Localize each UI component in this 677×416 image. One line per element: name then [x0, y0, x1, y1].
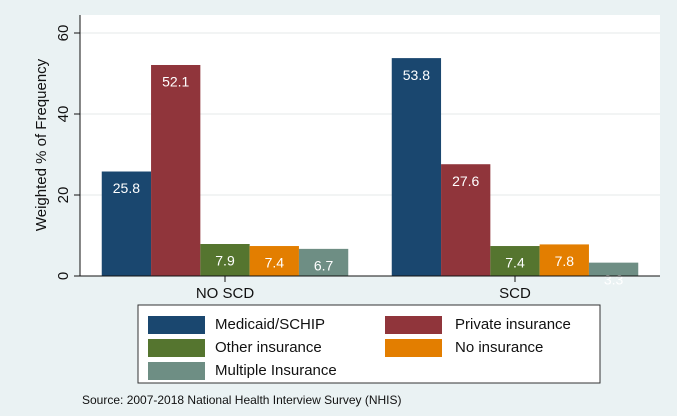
bar — [391, 58, 442, 276]
bar — [249, 246, 299, 276]
value-label: 52.1 — [162, 74, 189, 90]
legend-swatch — [148, 362, 205, 380]
legend-label: Other insurance — [215, 339, 322, 356]
y-tick-label: 20 — [55, 187, 72, 204]
legend-swatch — [148, 316, 205, 334]
source-note: Source: 2007-2018 National Health Interv… — [82, 393, 402, 407]
x-tick-label: NO SCD — [196, 285, 255, 302]
value-label: 7.9 — [215, 253, 235, 269]
value-label: 7.8 — [555, 253, 575, 269]
value-label: 6.7 — [314, 258, 334, 274]
bar — [200, 244, 250, 276]
value-label: 25.8 — [113, 180, 140, 196]
bar — [490, 246, 540, 276]
legend-label: No insurance — [455, 339, 543, 356]
value-label: 53.8 — [403, 67, 430, 83]
value-label: 27.6 — [452, 173, 479, 189]
bar — [539, 244, 589, 276]
y-axis-label: Weighted % of Frequency — [33, 58, 50, 231]
legend-swatch — [385, 316, 442, 334]
legend-label: Private insurance — [455, 316, 571, 333]
bar — [441, 164, 491, 276]
bar — [101, 171, 152, 276]
bar — [588, 262, 639, 276]
value-label: 7.4 — [505, 255, 525, 271]
legend — [137, 304, 601, 384]
value-label: 7.4 — [265, 255, 285, 271]
x-tick-label: SCD — [499, 285, 531, 302]
legend-swatch — [148, 339, 205, 357]
bar — [151, 64, 201, 277]
legend-label: Medicaid/SCHIP — [215, 316, 325, 333]
y-tick-label: 60 — [55, 25, 72, 42]
value-label: 3.3 — [604, 271, 624, 287]
legend-label: Multiple Insurance — [215, 362, 337, 379]
y-tick-label: 0 — [55, 272, 72, 280]
bar — [298, 248, 349, 276]
y-tick-label: 40 — [55, 106, 72, 123]
legend-swatch — [385, 339, 442, 357]
